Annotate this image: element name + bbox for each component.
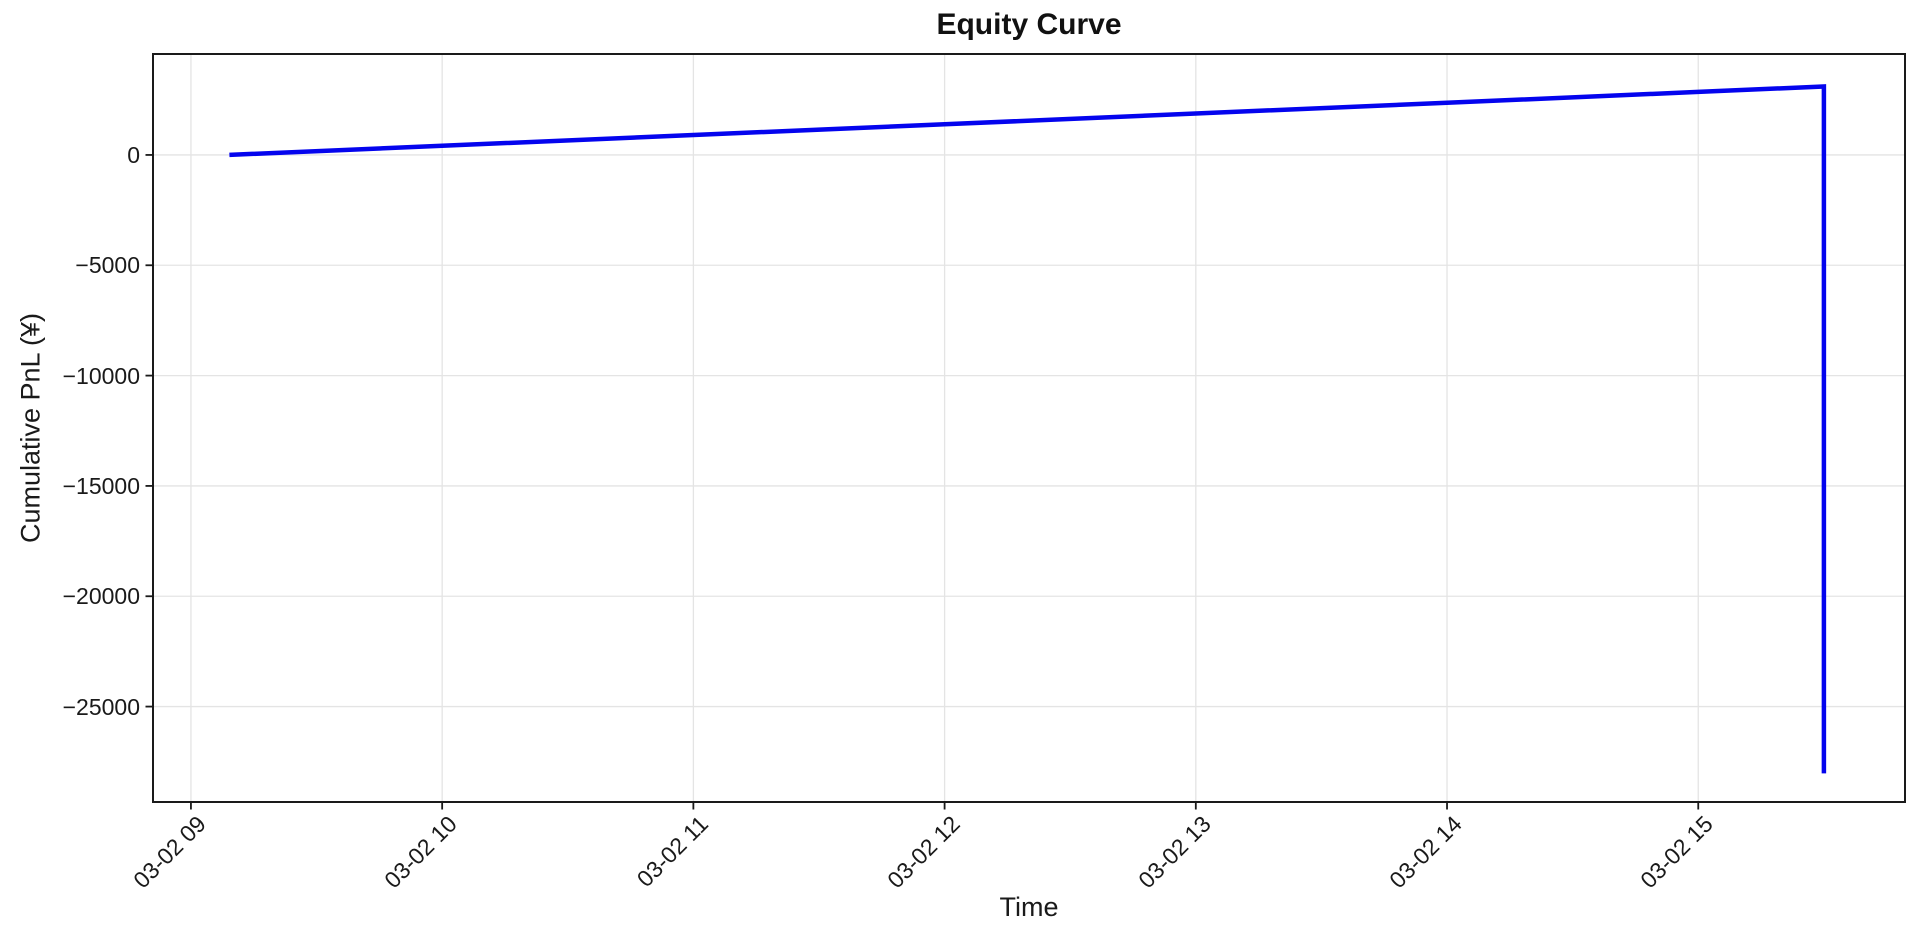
y-tick-label: −20000: [62, 583, 140, 610]
y-tick-label: −25000: [62, 693, 140, 720]
grid: [152, 53, 1906, 803]
chart-title: Equity Curve: [936, 8, 1122, 41]
y-tick-label: −15000: [62, 472, 140, 499]
x-tick-label: 03-02 13: [1133, 810, 1216, 894]
x-tick-label: 03-02 10: [379, 810, 463, 894]
plot-area: [145, 53, 1906, 810]
x-tick-label: 03-02 14: [1384, 810, 1468, 894]
series-line-cumulative-pnl: [229, 84, 1827, 774]
x-axis-label: Time: [999, 892, 1059, 922]
y-tick-label: 0: [127, 141, 140, 168]
x-tick-label: 03-02 11: [631, 810, 714, 892]
x-tick-label: 03-02 12: [881, 810, 965, 894]
y-axis-label: Cumulative PnL (¥): [15, 312, 46, 544]
y-tick-label: −5000: [75, 252, 140, 279]
x-tick-label: 03-02 09: [128, 810, 211, 894]
plot-border: [152, 53, 1906, 803]
y-tick-label: −10000: [62, 362, 140, 389]
y-ticks: [145, 154, 152, 708]
x-ticks: [190, 803, 1700, 810]
x-tick-label: 03-02 15: [1635, 810, 1719, 894]
